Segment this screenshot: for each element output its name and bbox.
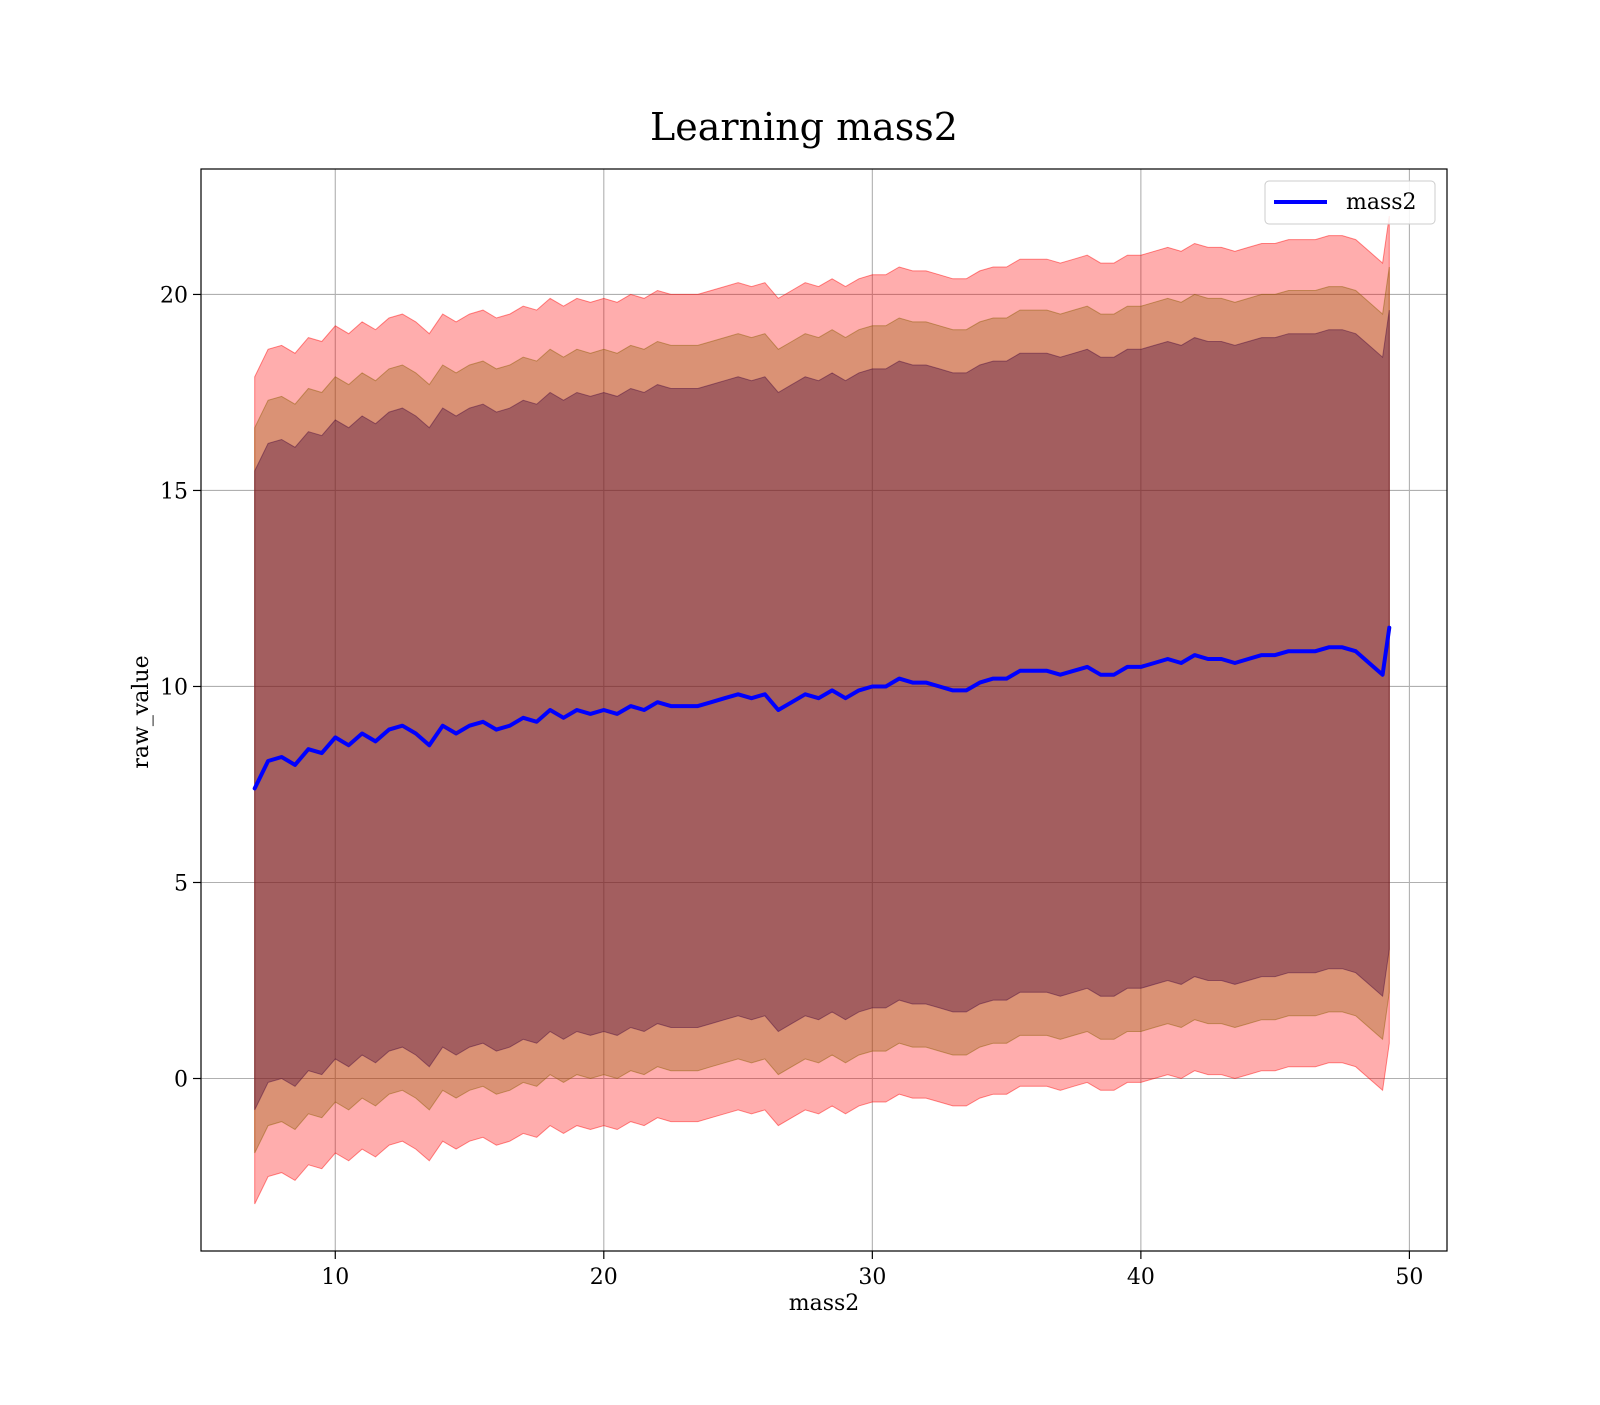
y-tick-label: 20 — [160, 283, 188, 308]
y-tick-label: 10 — [160, 675, 188, 700]
legend: mass2 — [1264, 180, 1436, 225]
y-tick-label: 15 — [160, 479, 188, 504]
x-axis-label: mass2 — [789, 1291, 860, 1316]
series-lines — [252, 625, 1392, 791]
x-tick-label: 40 — [1127, 1265, 1155, 1290]
confidence-bands — [254, 215, 1390, 1205]
x-tick-label: 10 — [321, 1265, 349, 1290]
legend-label-mass2: mass2 — [1346, 190, 1417, 215]
chart-title: Learning mass2 — [650, 105, 958, 149]
confidence-band-3 — [254, 310, 1390, 1111]
y-axis-label: raw_value — [129, 655, 154, 768]
confidence-band-2 — [254, 266, 1390, 1154]
legend-box — [1264, 180, 1436, 225]
grid — [201, 169, 1447, 1251]
x-axis-ticks: 10 20 30 40 50 — [321, 1251, 1423, 1290]
confidence-band-1 — [254, 215, 1390, 1205]
x-tick-label: 20 — [590, 1265, 618, 1290]
x-tick-label: 50 — [1395, 1265, 1423, 1290]
series-line-mass2 — [252, 625, 1392, 791]
y-tick-label: 0 — [174, 1068, 188, 1093]
plot-frame — [200, 168, 1448, 1252]
y-axis-ticks: 0 5 10 15 20 — [160, 283, 201, 1093]
y-tick-label: 5 — [174, 871, 188, 896]
x-tick-label: 30 — [858, 1265, 886, 1290]
